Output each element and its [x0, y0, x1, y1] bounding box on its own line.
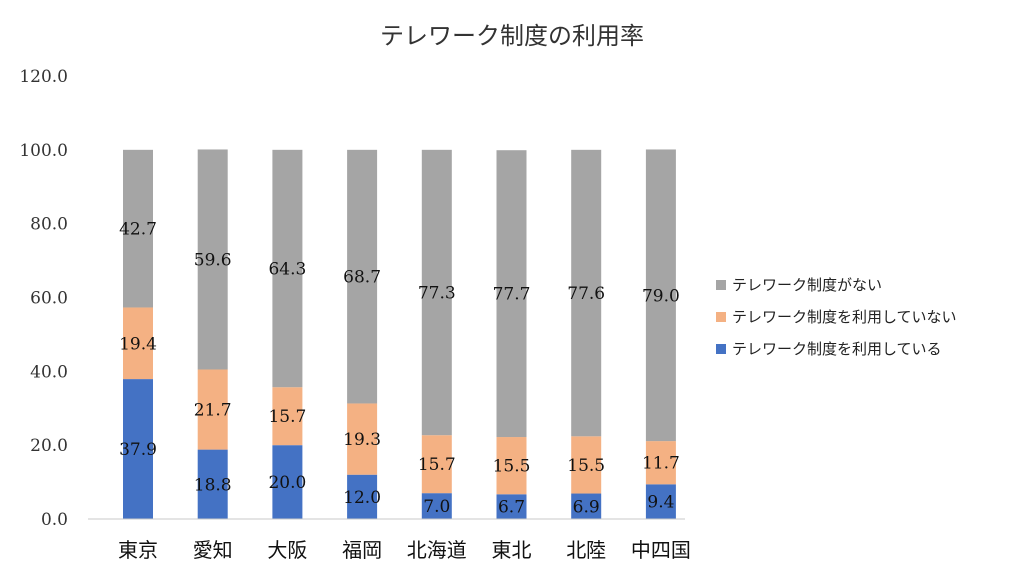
- x-tick-label: 北海道: [407, 538, 467, 562]
- x-tick-label: 中四国: [631, 538, 691, 562]
- bar-segment: [571, 493, 602, 519]
- legend-label: テレワーク制度がない: [732, 276, 882, 294]
- bar-segment: [496, 150, 527, 438]
- bar-segment: [272, 149, 303, 388]
- data-label: 64.3: [268, 260, 306, 280]
- data-label: 21.7: [194, 401, 232, 421]
- chart-title: テレワーク制度の利用率: [380, 22, 644, 50]
- x-tick-label: 福岡: [342, 538, 382, 562]
- bar-segment: [123, 379, 153, 519]
- bar-segment: [571, 149, 602, 437]
- bar-segment: [272, 445, 303, 519]
- data-label: 15.5: [493, 457, 531, 477]
- x-tick-label: 東北: [492, 538, 532, 562]
- bar-segment: [645, 484, 676, 519]
- bar-segment: [496, 437, 527, 495]
- legend-swatch: [716, 312, 726, 322]
- legend-label: テレワーク制度を利用していない: [732, 308, 957, 326]
- data-label: 7.0: [423, 497, 450, 517]
- bar-segment: [197, 149, 228, 370]
- y-tick-label: 120.0: [19, 67, 68, 87]
- data-label: 20.0: [268, 473, 306, 493]
- bar-segment: [496, 494, 527, 519]
- data-label: 19.4: [119, 334, 157, 354]
- legend-label: テレワーク制度を利用している: [732, 340, 942, 358]
- legend-swatch: [716, 344, 726, 354]
- bar-segment: [347, 149, 378, 404]
- data-label: 15.5: [567, 456, 605, 476]
- data-label: 15.7: [268, 407, 306, 427]
- data-label: 77.6: [567, 284, 605, 304]
- data-label: 19.3: [343, 430, 381, 450]
- y-tick-label: 40.0: [30, 362, 68, 382]
- data-label: 68.7: [343, 268, 381, 288]
- data-label: 37.9: [119, 440, 157, 460]
- x-axis: 東京 愛知 大阪 福岡 北海道 東北 北陸 中四国: [118, 538, 691, 562]
- bars: [123, 149, 676, 519]
- y-tick-label: 20.0: [30, 436, 68, 456]
- data-label: 77.3: [418, 284, 456, 304]
- x-tick-label: 北陸: [566, 538, 606, 562]
- bar-segment: [421, 493, 452, 519]
- y-tick-label: 100.0: [19, 141, 68, 161]
- x-tick-label: 大阪: [267, 538, 307, 562]
- bar-segment: [123, 307, 153, 380]
- data-label: 12.0: [343, 488, 381, 508]
- bar-segment: [421, 435, 452, 494]
- data-label: 6.9: [573, 497, 600, 517]
- y-tick-label: 0.0: [41, 510, 68, 530]
- data-label: 9.4: [647, 493, 674, 513]
- y-axis: 0.0 20.0 40.0 60.0 80.0 100.0 120.0: [19, 67, 68, 530]
- x-tick-label: 愛知: [193, 538, 233, 562]
- bar-segment: [197, 369, 228, 450]
- data-label: 77.7: [493, 285, 531, 305]
- bar-segment: [123, 149, 153, 308]
- bar-segment: [347, 474, 378, 519]
- y-tick-label: 80.0: [30, 215, 68, 235]
- bar-segment: [421, 149, 452, 436]
- bar-segment: [571, 436, 602, 494]
- bar-segment: [197, 449, 228, 519]
- data-labels: 37.9 19.4 42.7 18.8 21.7 59.6 20.0 15.7 64.3 12.0…: [119, 220, 680, 518]
- data-label: 42.7: [119, 220, 157, 240]
- data-label: 59.6: [194, 250, 232, 270]
- bar-segment: [645, 149, 676, 442]
- legend-swatch: [716, 280, 726, 290]
- data-label: 11.7: [642, 454, 680, 474]
- data-label: 79.0: [642, 286, 680, 306]
- data-label: 18.8: [194, 475, 232, 495]
- x-tick-label: 東京: [118, 538, 158, 562]
- data-label: 6.7: [498, 498, 525, 518]
- bar-segment: [645, 441, 676, 485]
- y-tick-label: 60.0: [30, 289, 68, 309]
- bar-segment: [347, 403, 378, 475]
- data-label: 15.7: [418, 455, 456, 475]
- bar-segment: [272, 387, 303, 446]
